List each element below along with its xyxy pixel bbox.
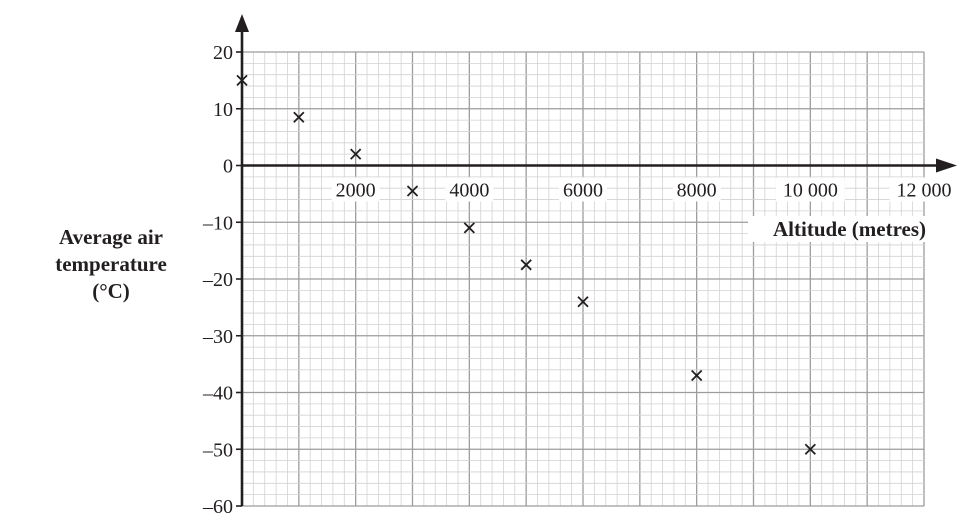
y-tick-label: 0 bbox=[223, 156, 233, 178]
x-axis-label: Altitude (metres) bbox=[773, 217, 926, 241]
y-tick-labels: 20 10 0 –10 –20 –30 –40 –50 –60 bbox=[202, 42, 233, 518]
x-tick-label-bg bbox=[889, 177, 959, 202]
data-point-stroke bbox=[350, 148, 362, 160]
data-point bbox=[520, 259, 532, 271]
x-axis-arrow-icon bbox=[936, 158, 957, 173]
data-point-stroke bbox=[804, 443, 816, 455]
y-axis-label-line: (°C) bbox=[92, 279, 130, 303]
data-point bbox=[406, 185, 419, 197]
y-tick-label: –40 bbox=[202, 383, 233, 405]
y-tick-label: –20 bbox=[202, 269, 233, 291]
y-tick-label: –60 bbox=[202, 496, 233, 518]
x-tick-labels: 2000 4000 6000 8000 10 000 12 000 bbox=[331, 177, 959, 202]
x-tick-label-bg bbox=[331, 177, 380, 202]
data-points bbox=[236, 74, 816, 455]
y-axis-label-line: Average air bbox=[59, 225, 163, 249]
data-point bbox=[236, 74, 248, 87]
x-tick-label: 10 000 bbox=[783, 180, 838, 202]
x-tick-label: 12 000 bbox=[897, 180, 952, 202]
data-point-stroke bbox=[293, 111, 305, 123]
axes bbox=[235, 14, 957, 507]
data-point bbox=[804, 443, 816, 455]
data-point bbox=[463, 222, 475, 234]
y-tick-label: –30 bbox=[202, 326, 233, 348]
y-axis-arrow-icon bbox=[235, 14, 249, 32]
y-tick-label: 20 bbox=[213, 42, 233, 64]
y-tick-label: 10 bbox=[213, 99, 233, 121]
data-point bbox=[350, 148, 362, 160]
y-axis-label: Average air temperature (°C) bbox=[28, 224, 194, 305]
y-tick-label: –50 bbox=[202, 439, 233, 461]
x-tick-label-bg bbox=[775, 177, 845, 202]
x-tick-label: 6000 bbox=[563, 180, 603, 202]
data-point-stroke bbox=[236, 74, 248, 87]
data-point-stroke bbox=[406, 185, 419, 197]
x-tick-label: 8000 bbox=[677, 180, 717, 202]
x-tick-label-bg bbox=[445, 177, 494, 202]
x-tick-label-bg bbox=[559, 177, 607, 202]
data-point-stroke bbox=[691, 369, 703, 382]
data-point bbox=[293, 111, 305, 123]
data-point bbox=[577, 296, 589, 308]
x-tick-label: 4000 bbox=[449, 180, 489, 202]
x-axis-label-bg bbox=[748, 216, 930, 242]
data-point-stroke bbox=[463, 222, 475, 234]
y-axis-label-line: temperature bbox=[55, 252, 167, 276]
data-point bbox=[691, 369, 703, 382]
x-tick-label: 2000 bbox=[336, 180, 376, 202]
grid bbox=[241, 51, 925, 507]
data-point-stroke bbox=[520, 259, 532, 271]
data-point-stroke bbox=[577, 296, 589, 308]
y-tick-label: –10 bbox=[202, 212, 233, 234]
x-tick-label-bg bbox=[672, 177, 721, 202]
